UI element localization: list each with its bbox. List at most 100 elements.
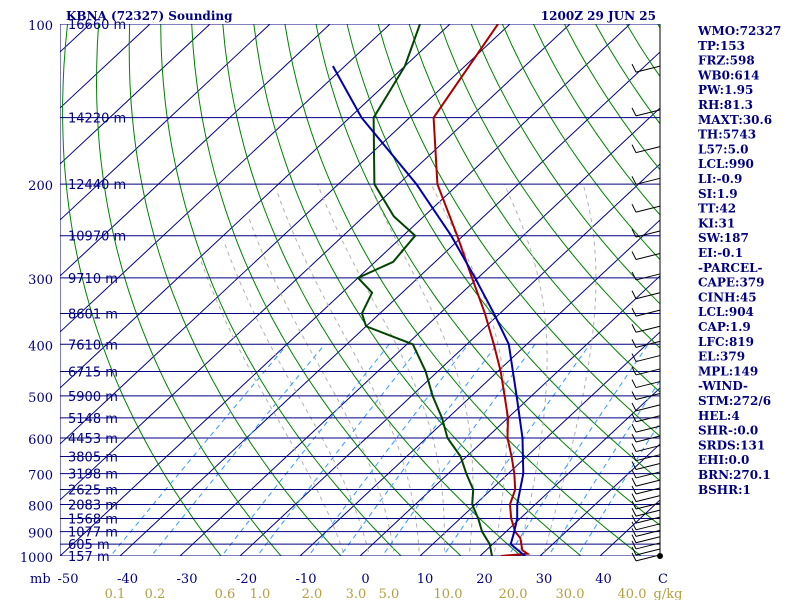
height-label: 1077 m [68, 526, 118, 541]
mixing-ratio-tick-label: 0.6 [215, 587, 236, 600]
wind-barb [635, 292, 661, 300]
index-item: LI:-0.9 [698, 172, 742, 186]
index-item: WMO:72327 [697, 24, 781, 38]
mixing-ratio-unit-label: g/kg [654, 587, 683, 600]
wind-barb-flag [631, 534, 637, 543]
index-item: KI:31 [698, 216, 735, 230]
height-label: 3805 m [68, 450, 118, 465]
index-item: CAP:1.9 [698, 320, 751, 334]
wind-barb [635, 205, 661, 213]
wind-barb-flag [631, 514, 637, 524]
height-label: 605 m [68, 538, 110, 553]
wind-barb [635, 536, 661, 544]
wind-barb-flag [631, 402, 637, 412]
wind-barb-flag [631, 461, 637, 470]
pressure-tick-label: 800 [28, 499, 53, 514]
pressure-tick-label: 600 [28, 433, 53, 448]
temperature-tick-label: -40 [117, 572, 138, 587]
index-item: SI:1.9 [698, 187, 738, 201]
moist-adiabat-line [223, 240, 371, 556]
wind-barb-flag [631, 423, 637, 433]
wind-barb [635, 502, 661, 510]
height-label: 10970 m [68, 230, 126, 245]
mixing-ratio-line [381, 344, 536, 556]
index-item: LCL:990 [698, 157, 754, 171]
temperature-tick-label: 10 [417, 572, 434, 587]
index-item: PW:1.95 [698, 83, 753, 97]
wind-barb [635, 445, 661, 453]
moist-adiabat-line [430, 183, 508, 556]
pressure-tick-label: 500 [28, 391, 53, 406]
mixing-ratio-tick-label: 30.0 [556, 587, 585, 600]
wind-barb [635, 273, 661, 281]
mixing-ratio-line [307, 343, 469, 556]
wind-barb-flag [631, 546, 637, 556]
wind-barb [635, 340, 661, 348]
wind-barb [635, 325, 661, 333]
height-label: 3198 m [68, 468, 118, 483]
dry-adiabat-line [128, 24, 342, 556]
index-item: CAPE:379 [698, 276, 765, 290]
pressure-labels: 100 200 300 400 500 600 700 800 900 1000 mb [20, 19, 53, 587]
mixing-ratio-line [507, 344, 649, 556]
index-item: TH:5743 [698, 128, 756, 142]
pressure-tick-label: 700 [28, 469, 53, 484]
mixing-ratio-tick-label: 1.0 [250, 587, 271, 600]
profiles [332, 24, 531, 556]
height-label: 5900 m [68, 390, 118, 405]
height-label: 9710 m [68, 272, 118, 287]
wind-barb [635, 381, 661, 389]
mixing-ratio-line [547, 379, 660, 556]
dry-adiabat-line [315, 24, 660, 526]
wind-barb [635, 548, 661, 556]
temperature-tick-label: -50 [58, 572, 79, 587]
height-label: 2625 m [68, 484, 118, 499]
isotherm-line [239, 163, 660, 556]
wind-barb-flag [631, 366, 637, 376]
height-label: 12440 m [68, 178, 126, 193]
dry-adiabat-line [501, 24, 660, 261]
moist-adiabat-line [503, 183, 548, 556]
wind-barb [635, 523, 661, 531]
wind-barb-flag [631, 290, 637, 299]
height-labels: 16660 m 14220 m 12440 m 10970 m 9710 m 8601 m… [68, 18, 126, 565]
index-item: -WIND- [698, 379, 748, 393]
pressure-tick-label: 400 [28, 339, 53, 354]
wind-barb-flag [631, 477, 637, 487]
wind-barb [635, 309, 661, 317]
wind-barb [635, 230, 661, 238]
height-label: 157 m [68, 550, 110, 565]
dry-adiabat-line [470, 24, 660, 305]
moist-adiabat-line [247, 216, 395, 556]
grid [60, 24, 660, 556]
isotherm-line [60, 24, 331, 277]
isotherm-line [539, 443, 660, 556]
wind-barb [635, 253, 661, 260]
wind-barb-flag [631, 540, 637, 550]
height-label: 5148 m [68, 412, 118, 427]
isotherm-line [60, 24, 631, 556]
isotherm-line [60, 24, 211, 165]
mixing-ratio-tick-labels: 0.1 0.2 0.6 1.0 2.0 3.0 5.0 10.0 20.0 30.0 40.0 g/k… [105, 587, 683, 600]
wind-barb [635, 425, 661, 433]
wind-barb [635, 109, 661, 117]
wind-barb [635, 415, 661, 423]
index-item: EI:-0.1 [698, 246, 743, 260]
isotherm-line [359, 275, 660, 556]
index-item: MPL:149 [698, 364, 758, 378]
mixing-ratio-line [221, 343, 390, 556]
chart-title: KBNA (72327) Sounding [66, 9, 233, 23]
wind-barb-flag [631, 107, 637, 117]
mixing-ratio-line [339, 343, 498, 556]
mixing-ratio-tick-label: 20.0 [499, 587, 528, 600]
wind-barb-flag [631, 433, 637, 443]
index-item: RH:81.3 [698, 98, 753, 112]
index-item: EL:379 [698, 350, 745, 364]
wind-barb-flag [631, 176, 637, 185]
mixing-ratio-tick-label: 10.0 [434, 587, 463, 600]
index-item: SHR-:0.0 [698, 424, 758, 438]
index-item: CINH:45 [698, 290, 757, 304]
dry-adiabat-line [346, 24, 660, 482]
height-label: 16660 m [68, 18, 126, 33]
